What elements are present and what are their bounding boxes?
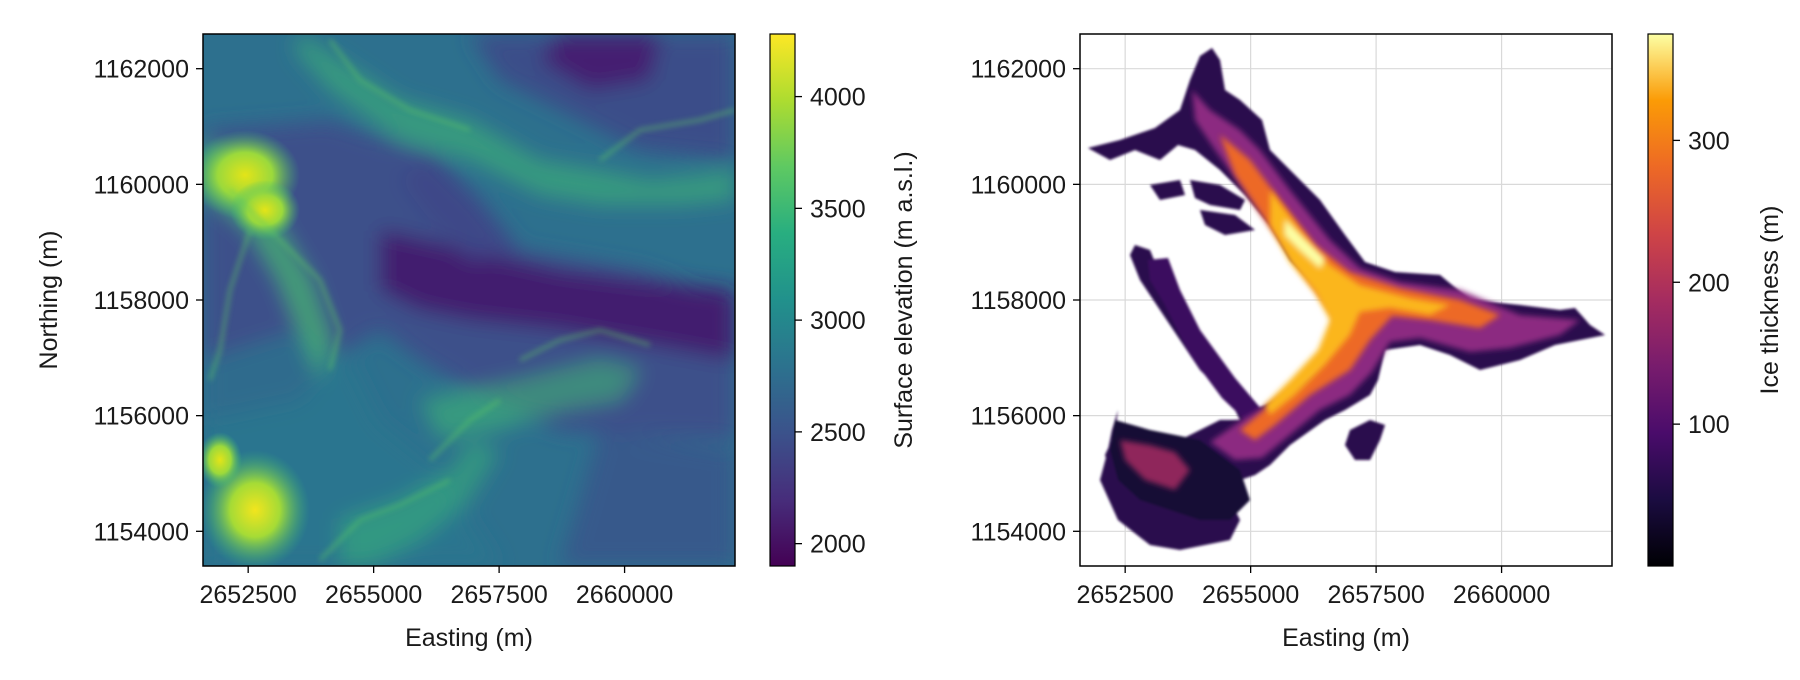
elevation-colorbar-tick-label: 4000: [810, 84, 866, 112]
elevation-y-tick-label: 1154000: [94, 518, 189, 546]
elevation-colorbar-axis: 2000 2500 3000 3500 4000: [795, 84, 866, 559]
elevation-plot-area: [203, 34, 735, 566]
ice-thickness-colorbar-tick-label: 300: [1688, 127, 1730, 155]
ice-thickness-y-tick-label: 1156000: [971, 403, 1066, 431]
ice-thickness-x-tick-label: 2652500: [1077, 581, 1174, 609]
ice-thickness-x-axis-title: Easting (m): [1282, 624, 1410, 652]
elevation-x-tick-label: 2660000: [576, 581, 673, 609]
elevation-colorbar-title: Surface elevation (m a.s.l.): [890, 151, 918, 448]
elevation-y-tick-label: 1156000: [94, 403, 189, 431]
elevation-colorbar-tick-label: 3500: [810, 195, 866, 223]
elevation-x-tick-label: 2652500: [200, 581, 297, 609]
ice-thickness-y-tick-label: 1160000: [971, 171, 1066, 199]
elevation-colorbar: [769, 33, 796, 567]
elevation-y-tick-label: 1160000: [94, 171, 189, 199]
ice-thickness-colorbar-title: Ice thickness (m): [1756, 206, 1784, 395]
ice-thickness-y-tick-label: 1158000: [971, 287, 1066, 315]
ice-thickness-colorbar-tick-label: 200: [1688, 269, 1730, 297]
elevation-y-tick-label: 1158000: [94, 287, 189, 315]
ice-thickness-colorbar: [1647, 33, 1674, 567]
elevation-y-axis-title: Northing (m): [35, 231, 63, 370]
elevation-x-tick-label: 2655000: [325, 581, 422, 609]
elevation-colorbar-tick-label: 2000: [810, 531, 866, 559]
ice-thickness-x-tick-label: 2657500: [1327, 581, 1424, 609]
elevation-colorbar-tick-label: 3000: [810, 307, 866, 335]
elevation-x-axis-title: Easting (m): [405, 624, 533, 652]
elevation-axes: 2652500 2655000 2657500 2660000 1154000 11560…: [94, 56, 674, 609]
elevation-x-tick-label: 2657500: [450, 581, 547, 609]
ice-thickness-x-tick-label: 2655000: [1202, 581, 1299, 609]
elevation-y-tick-label: 1162000: [94, 56, 189, 84]
ice-thickness-x-tick-label: 2660000: [1453, 581, 1550, 609]
ice-thickness-y-tick-label: 1154000: [971, 518, 1066, 546]
elevation-colorbar-tick-label: 2500: [810, 419, 866, 447]
ice-thickness-colorbar-axis: 100 200 300: [1673, 127, 1730, 439]
ice-thickness-plot-area: [1080, 34, 1612, 566]
ice-thickness-axes: 2652500 2655000 2657500 2660000 1154000 11560…: [971, 56, 1551, 609]
ice-thickness-colorbar-tick-label: 100: [1688, 411, 1730, 439]
ice-thickness-y-tick-label: 1162000: [971, 56, 1066, 84]
